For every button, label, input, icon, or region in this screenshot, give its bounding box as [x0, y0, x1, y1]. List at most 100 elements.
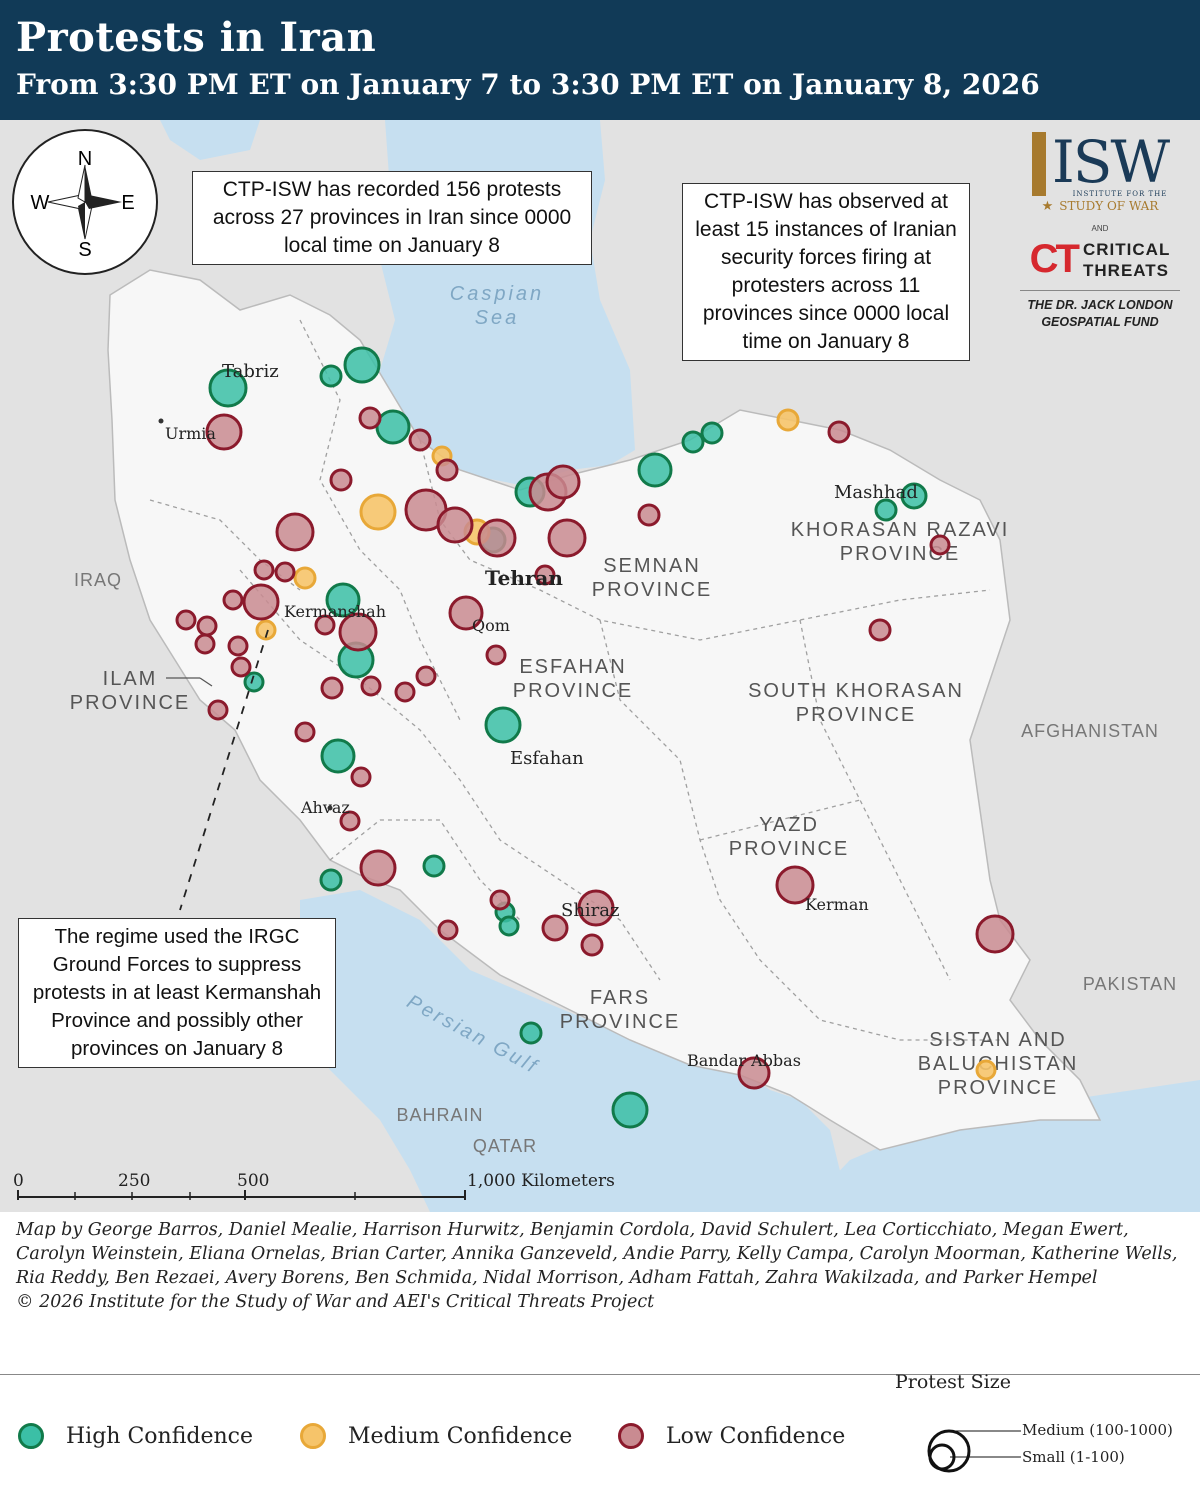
marker-low[interactable] [227, 635, 249, 657]
marker-low[interactable] [205, 413, 243, 451]
ct-mark-icon: CT [1029, 237, 1080, 281]
marker-low[interactable] [175, 609, 197, 631]
marker-low[interactable] [329, 468, 353, 492]
marker-low[interactable] [827, 420, 851, 444]
marker-low[interactable] [775, 865, 815, 905]
marker-low[interactable] [358, 406, 382, 430]
scale-1000: 1,000 Kilometers [467, 1171, 615, 1191]
scale-bar: 0 250 500 1,000 Kilometers [13, 1171, 615, 1200]
credits-copyright: © 2026 Institute for the Study of War an… [16, 1292, 655, 1312]
province-south-khorasan-1: SOUTH KHORASAN [748, 680, 964, 702]
province-ilam-2: PROVINCE [70, 692, 190, 714]
marker-low[interactable] [242, 583, 280, 621]
marker-high[interactable] [874, 498, 898, 522]
marker-low[interactable] [477, 518, 517, 558]
marker-high[interactable] [519, 1021, 543, 1045]
city-urmia: Urmia [165, 424, 216, 443]
marker-high[interactable] [243, 671, 265, 693]
marker-low[interactable] [339, 810, 361, 832]
marker-high[interactable] [320, 738, 356, 774]
marker-low[interactable] [415, 665, 437, 687]
legend-high[interactable]: High Confidence [18, 1423, 253, 1449]
marker-low[interactable] [274, 561, 296, 583]
marker-low[interactable] [338, 612, 378, 652]
city-esfahan: Esfahan [510, 748, 584, 769]
marker-medium[interactable] [975, 1059, 997, 1081]
label-afghanistan: AFGHANISTAN [1021, 721, 1159, 741]
marker-low[interactable] [534, 564, 556, 586]
marker-low[interactable] [253, 559, 275, 581]
marker-low[interactable] [350, 766, 372, 788]
marker-low[interactable] [637, 503, 661, 527]
province-sistan-1: SISTAN AND [929, 1029, 1066, 1051]
legend-high-label: High Confidence [66, 1423, 253, 1449]
fund-line-1: THE DR. JACK LONDON [1027, 298, 1173, 312]
logo-and: AND [1091, 224, 1109, 233]
label-pakistan: PAKISTAN [1083, 974, 1177, 994]
marker-low[interactable] [360, 675, 382, 697]
marker-low[interactable] [580, 933, 604, 957]
medium-confidence-dot-icon [300, 1423, 326, 1449]
scale-0: 0 [13, 1171, 24, 1191]
marker-high[interactable] [208, 368, 248, 408]
marker-low[interactable] [222, 589, 244, 611]
marker-low[interactable] [448, 595, 484, 631]
marker-high[interactable] [700, 421, 724, 445]
marker-high[interactable] [375, 409, 411, 445]
marker-high[interactable] [325, 582, 361, 618]
marker-low[interactable] [314, 614, 336, 636]
marker-low[interactable] [577, 889, 615, 927]
marker-low[interactable] [275, 512, 315, 552]
label-iraq: IRAQ [74, 570, 122, 590]
callout-regime: The regime used the IRGC Ground Forces t… [18, 918, 336, 1068]
city-mashhad: Mashhad [834, 482, 918, 503]
marker-high[interactable] [319, 868, 343, 892]
marker-high[interactable] [637, 452, 673, 488]
legend-low[interactable]: Low Confidence [618, 1423, 845, 1449]
map-credits: Map by George Barros, Daniel Mealie, Har… [16, 1218, 1186, 1314]
marker-high[interactable] [319, 364, 343, 388]
marker-low[interactable] [737, 1056, 771, 1090]
ct-logo: CT CRITICAL THREATS [1014, 237, 1186, 282]
marker-low[interactable] [435, 458, 459, 482]
marker-low[interactable] [394, 681, 416, 703]
marker-medium[interactable] [359, 493, 397, 531]
marker-high[interactable] [900, 482, 928, 510]
marker-medium[interactable] [293, 566, 317, 590]
marker-low[interactable] [294, 721, 316, 743]
gulf-of-oman [800, 1080, 1200, 1212]
marker-low[interactable] [545, 464, 581, 500]
marker-high[interactable] [343, 346, 381, 384]
callout-observed: CTP-ISW has observed at least 15 instanc… [682, 183, 970, 361]
marker-low[interactable] [547, 518, 587, 558]
marker-low[interactable] [929, 534, 951, 556]
marker-high[interactable] [611, 1091, 649, 1129]
legend-medium[interactable]: Medium Confidence [300, 1423, 572, 1449]
marker-low[interactable] [485, 644, 507, 666]
marker-low[interactable] [437, 919, 459, 941]
marker-low[interactable] [541, 914, 569, 942]
marker-medium[interactable] [776, 408, 800, 432]
marker-high[interactable] [484, 706, 522, 744]
marker-low[interactable] [320, 676, 344, 700]
city-shiraz: Shiraz [561, 900, 620, 921]
marker-high[interactable] [681, 430, 705, 454]
marker-low[interactable] [359, 849, 397, 887]
marker-low[interactable] [489, 889, 511, 911]
marker-low[interactable] [868, 618, 892, 642]
marker-low[interactable] [975, 914, 1015, 954]
marker-medium[interactable] [255, 619, 277, 641]
protest-size-legend: Protest Size Medium (100-1000) Small (1-… [895, 1371, 1195, 1497]
marker-low[interactable] [408, 428, 432, 452]
map-panel[interactable]: N S E W Caspian Sea Persian Gulf IRAQ AF… [0, 120, 1200, 1212]
marker-low[interactable] [194, 633, 216, 655]
marker-high[interactable] [498, 915, 520, 937]
scale-250: 250 [118, 1171, 150, 1191]
marker-high[interactable] [422, 854, 446, 878]
label-caspian: Caspian [450, 283, 544, 305]
marker-low[interactable] [230, 656, 252, 678]
marker-low[interactable] [436, 506, 474, 544]
marker-low[interactable] [207, 699, 229, 721]
province-yazd-2: PROVINCE [729, 838, 849, 860]
marker-low[interactable] [196, 615, 218, 637]
